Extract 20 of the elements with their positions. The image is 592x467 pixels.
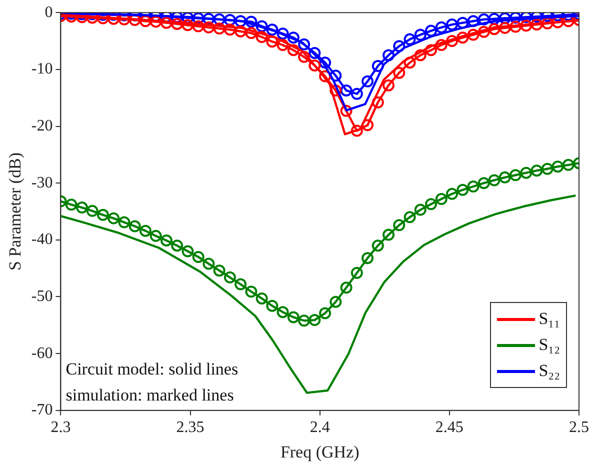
- y-tick-label: 0: [44, 4, 53, 21]
- y-tick-label: -30: [31, 174, 53, 192]
- x-tick-label: 2.3: [50, 419, 71, 436]
- y-axis-title: S Parameter (dB): [6, 152, 25, 271]
- legend-label: S₁₂: [538, 335, 560, 356]
- y-tick-label: -70: [31, 402, 53, 419]
- y-tick-label: -20: [31, 117, 53, 134]
- x-tick-label: 2.35: [176, 419, 204, 436]
- x-tick-label: 2.5: [569, 419, 589, 436]
- annotation: simulation: marked lines: [66, 385, 234, 404]
- x-axis-title: Freq (GHz): [280, 442, 360, 462]
- legend-label: S₂₂: [538, 361, 560, 382]
- x-tick-label: 2.4: [310, 419, 330, 436]
- legend-label: S₁₁: [538, 309, 560, 330]
- y-tick-label: -40: [31, 231, 53, 248]
- y-tick-label: -10: [31, 60, 53, 78]
- y-tick-label: -50: [31, 288, 53, 305]
- y-tick-label: -60: [31, 344, 53, 362]
- x-tick-label: 2.45: [435, 419, 464, 436]
- annotation: Circuit model: solid lines: [66, 359, 238, 378]
